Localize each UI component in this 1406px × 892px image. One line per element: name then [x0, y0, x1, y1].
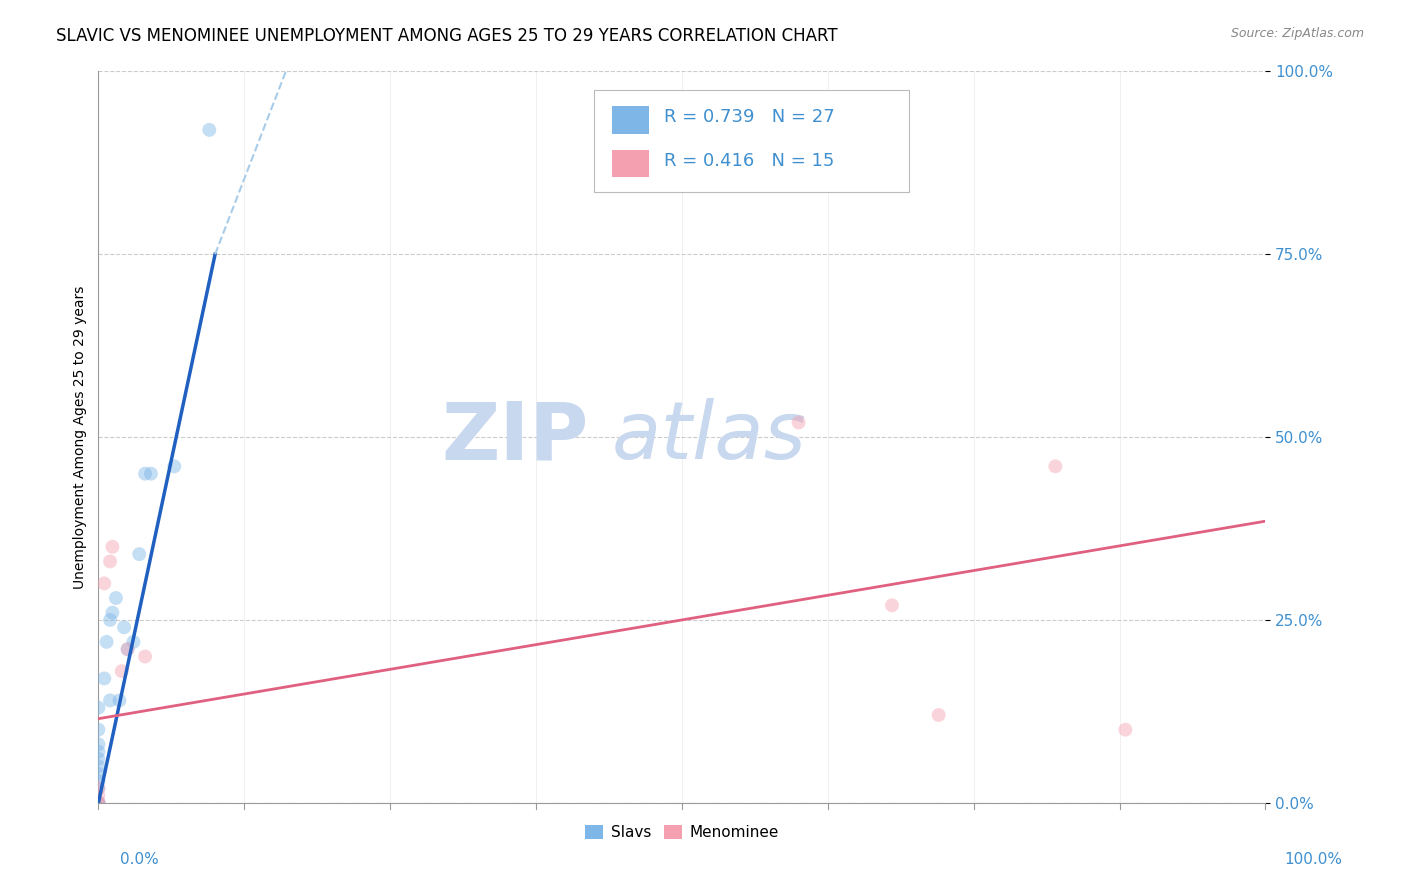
Point: [98, 554, 121, 568]
Point: [87, 796, 110, 810]
Point: [117, 642, 139, 657]
Point: [139, 467, 162, 481]
Point: [134, 649, 156, 664]
Point: [93, 576, 115, 591]
Y-axis label: Unemployment Among Ages 25 to 29 years: Unemployment Among Ages 25 to 29 years: [73, 285, 87, 589]
Point: [134, 467, 156, 481]
Point: [928, 708, 950, 723]
Point: [87, 737, 110, 751]
Point: [87, 766, 110, 780]
Text: atlas: atlas: [612, 398, 807, 476]
Text: Source: ZipAtlas.com: Source: ZipAtlas.com: [1230, 27, 1364, 40]
FancyBboxPatch shape: [612, 150, 650, 178]
Point: [112, 620, 135, 634]
Point: [122, 635, 145, 649]
Text: R = 0.739   N = 27: R = 0.739 N = 27: [665, 109, 835, 127]
Point: [87, 796, 110, 810]
Text: ZIP: ZIP: [441, 398, 589, 476]
Point: [163, 459, 186, 474]
Point: [111, 664, 134, 678]
Point: [108, 693, 131, 707]
Point: [87, 700, 110, 714]
Point: [117, 642, 139, 657]
FancyBboxPatch shape: [612, 106, 650, 134]
Point: [87, 796, 110, 810]
Point: [87, 789, 110, 803]
Point: [1114, 723, 1136, 737]
Point: [880, 599, 903, 613]
Point: [98, 693, 121, 707]
Text: SLAVIC VS MENOMINEE UNEMPLOYMENT AMONG AGES 25 TO 29 YEARS CORRELATION CHART: SLAVIC VS MENOMINEE UNEMPLOYMENT AMONG A…: [56, 27, 838, 45]
Point: [87, 796, 110, 810]
Point: [104, 591, 127, 605]
Point: [93, 672, 115, 686]
Point: [101, 606, 124, 620]
Point: [87, 752, 110, 766]
Point: [87, 781, 110, 796]
Legend: Slavs, Menominee: Slavs, Menominee: [579, 819, 785, 847]
Point: [87, 745, 110, 759]
Point: [128, 547, 150, 561]
Point: [198, 123, 221, 137]
Point: [87, 796, 110, 810]
Point: [87, 781, 110, 796]
Text: 0.0%: 0.0%: [120, 852, 159, 867]
Point: [87, 773, 110, 788]
Point: [98, 613, 121, 627]
Point: [87, 759, 110, 773]
Point: [87, 723, 110, 737]
Text: R = 0.416   N = 15: R = 0.416 N = 15: [665, 153, 835, 170]
Point: [1045, 459, 1067, 474]
Point: [101, 540, 124, 554]
Point: [787, 416, 810, 430]
FancyBboxPatch shape: [595, 90, 910, 192]
Point: [96, 635, 118, 649]
Text: 100.0%: 100.0%: [1285, 852, 1343, 867]
